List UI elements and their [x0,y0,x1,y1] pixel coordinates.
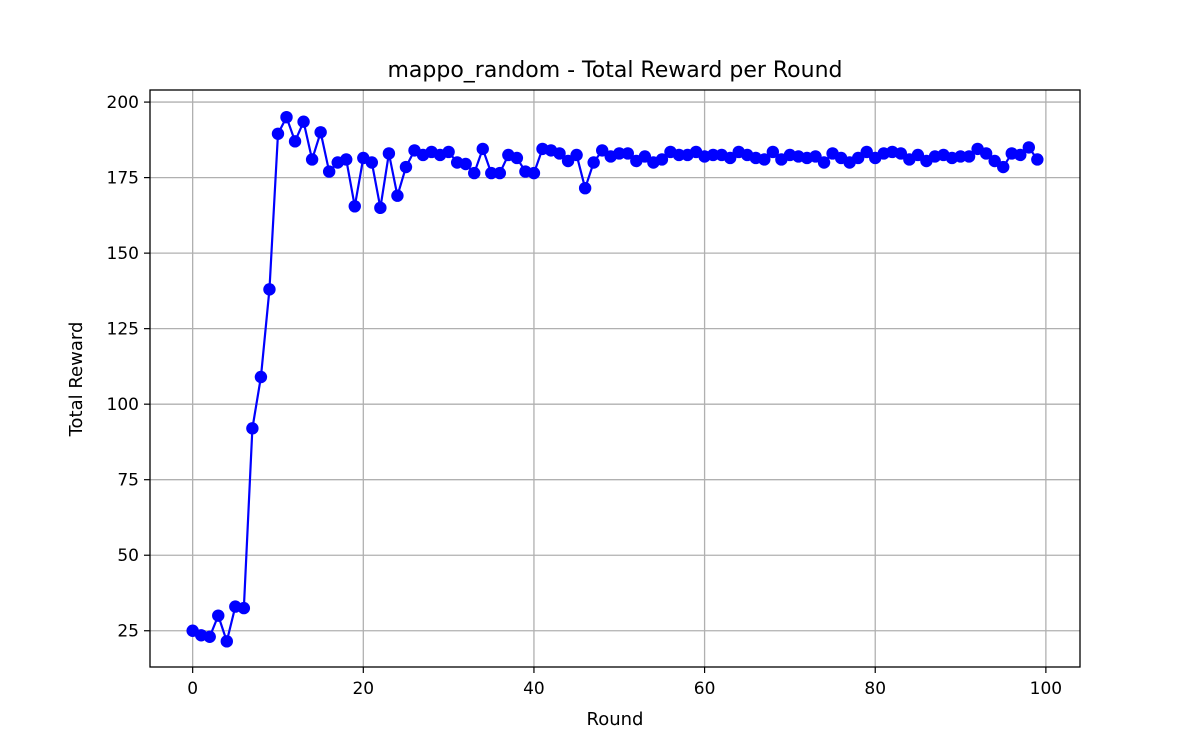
axis-ticks: 0 20 40 60 80 100 25 50 75 100 125 150 175 200 [107,93,1063,699]
data-point [613,147,626,160]
data-point [979,147,993,160]
y-tick-label: 25 [117,622,139,642]
data-point [485,166,498,180]
y-tick-label: 200 [107,93,139,113]
data-point [706,148,720,162]
x-tick-label: 60 [694,679,716,699]
data-point [621,147,634,160]
x-tick-label: 0 [187,679,198,699]
data-point [246,422,259,435]
y-tick-label: 50 [117,546,139,566]
data-point [263,283,276,296]
data-point [1014,148,1027,162]
data-point [587,156,600,169]
data-point [493,166,507,180]
data-point [817,156,831,169]
data-point [297,115,310,128]
series-line-path [192,116,1039,643]
x-tick-label: 80 [864,679,886,699]
y-tick-label: 150 [107,244,139,264]
data-point [280,110,293,124]
data-point [997,160,1010,174]
data-point [271,127,285,140]
data-point [399,160,413,174]
x-tick-label: 40 [523,679,545,699]
data-point [655,153,669,166]
data-point [962,150,976,163]
data-point [212,609,225,622]
data-point [553,147,566,160]
data-point [340,153,353,166]
data-point [314,126,327,139]
data-point [570,148,583,162]
y-axis-label: Total Reward [66,322,87,438]
y-tick-label: 175 [107,169,139,189]
plot-frame [149,89,1081,668]
y-tick-label: 75 [117,471,139,491]
data-point [305,153,319,166]
data-point [382,147,396,160]
data-point [1022,141,1036,154]
x-axis-label: Round [587,709,644,730]
data-point [220,635,233,648]
chart-title: mappo_random - Total Reward per Round [388,58,843,83]
data-point [237,601,251,615]
data-point [510,151,524,165]
data-point [954,150,967,163]
data-point [322,165,336,178]
data-point [758,153,771,166]
data-point [672,148,686,162]
data-point [203,630,216,643]
data-point [527,166,541,180]
data-point [766,145,780,159]
data-point [442,145,455,159]
data-point [468,166,481,180]
data-point [374,201,387,215]
series-line [186,110,1044,648]
data-point [348,200,361,213]
data-point [391,189,404,202]
data-point [254,370,268,384]
data-point [1031,153,1044,166]
data-point [578,181,592,195]
data-point [365,156,379,169]
data-point [288,135,302,148]
y-tick-label: 125 [107,320,139,340]
data-point [476,142,489,156]
x-tick-label: 100 [1030,679,1062,699]
grid [150,90,1080,667]
x-tick-label: 20 [352,679,374,699]
data-point [459,157,472,171]
y-tick-label: 100 [107,395,139,415]
